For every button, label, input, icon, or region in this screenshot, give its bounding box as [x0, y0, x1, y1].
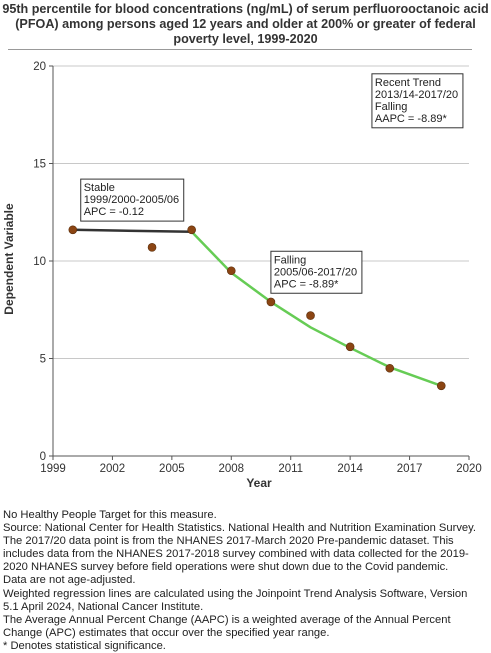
data-point [147, 243, 157, 252]
chart-svg: 0 5 10 15 20 1999 2002 2005 2008 2011 2014 2017 2020… [2, 61, 482, 490]
x-tick-label: 2005 [159, 463, 185, 475]
y-axis-title: Dependent Variable [2, 203, 16, 315]
y-tick-label: 15 [33, 159, 46, 171]
x-tick-label: 2002 [100, 463, 126, 475]
x-tick-label: 2008 [218, 463, 244, 475]
y-tick-label: 0 [40, 451, 46, 463]
axis-layer: 0 5 10 15 20 1999 2002 2005 2008 2011 2014 2017 2020… [2, 61, 482, 490]
annotation-text: 1999/2000-2005/06 [84, 194, 179, 206]
x-tick-label: 1999 [40, 463, 66, 475]
chart-title-line: 95th percentile for blood concentrations… [2, 2, 489, 16]
annotation-text: APC = -8.89* [274, 278, 339, 290]
x-tick-label: 2011 [278, 463, 303, 475]
data-point [226, 266, 236, 276]
footnote-line: * Denotes statistical significance. [3, 639, 166, 652]
data-points [68, 225, 446, 391]
annotation-frame [371, 73, 464, 129]
chart-title-line: poverty level, 1999-2020 [173, 32, 318, 46]
annotation-frame [80, 178, 185, 222]
x-tick-label: 2017 [397, 463, 423, 475]
data-point [187, 225, 196, 235]
footnote-line: Source: National Center for Health Stati… [3, 522, 477, 535]
footnotes: No Healthy People Target for this measur… [3, 509, 489, 653]
x-tick-label: 2020 [456, 463, 482, 475]
footnote-line: Weighted regression lines are calculated… [3, 587, 468, 600]
annotation-text: Recent Trend [375, 77, 441, 89]
grid-layer [53, 65, 469, 456]
data-point [266, 297, 276, 307]
annotation-text: Falling [375, 101, 407, 113]
annotation-text: 2005/06-2017/20 [274, 266, 357, 278]
footnote-line: The Average Annual Percent Change (AAPC)… [3, 613, 451, 626]
footnote-line: includes data from the NHANES 2017-2018 … [3, 548, 469, 561]
annotation-text: Stable [84, 182, 115, 194]
y-tick-label: 5 [40, 354, 46, 366]
data-point [385, 363, 395, 373]
chart-title-line: (PFOA) among persons aged 12 years and o… [15, 17, 476, 31]
annotation-frame [270, 250, 363, 294]
x-tick-label: 2014 [337, 463, 363, 475]
title-divider [8, 49, 472, 50]
footnote-line: Change (APC) estimates that occur over t… [3, 626, 330, 639]
annotation-text: APC = -0.12 [84, 206, 144, 218]
data-point [345, 342, 355, 352]
data-point [436, 381, 446, 391]
trend-line-segment [71, 228, 193, 234]
footnote-line: Data are not age-adjusted. [3, 574, 136, 587]
data-point [306, 311, 315, 320]
footnote-line: No Healthy People Target for this measur… [3, 509, 217, 521]
y-tick-label: 10 [33, 256, 46, 268]
footnote-line: 5.1 April 2024, National Cancer Institut… [3, 600, 204, 613]
footnote-line: The 2017/20 data point is from the NHANE… [3, 535, 454, 548]
y-tick-label: 20 [33, 61, 46, 73]
footnote-line: 2020 NHANES survey before field operatio… [3, 561, 449, 574]
annotation-text: AAPC = -8.89* [375, 113, 448, 125]
data-point [68, 225, 78, 235]
annotation-text: 2013/14-2017/20 [375, 89, 458, 101]
x-axis-title: Year [246, 476, 272, 490]
chart-title: 95th percentile for blood concentrations… [0, 2, 491, 47]
annotation-text: Falling [274, 254, 306, 266]
